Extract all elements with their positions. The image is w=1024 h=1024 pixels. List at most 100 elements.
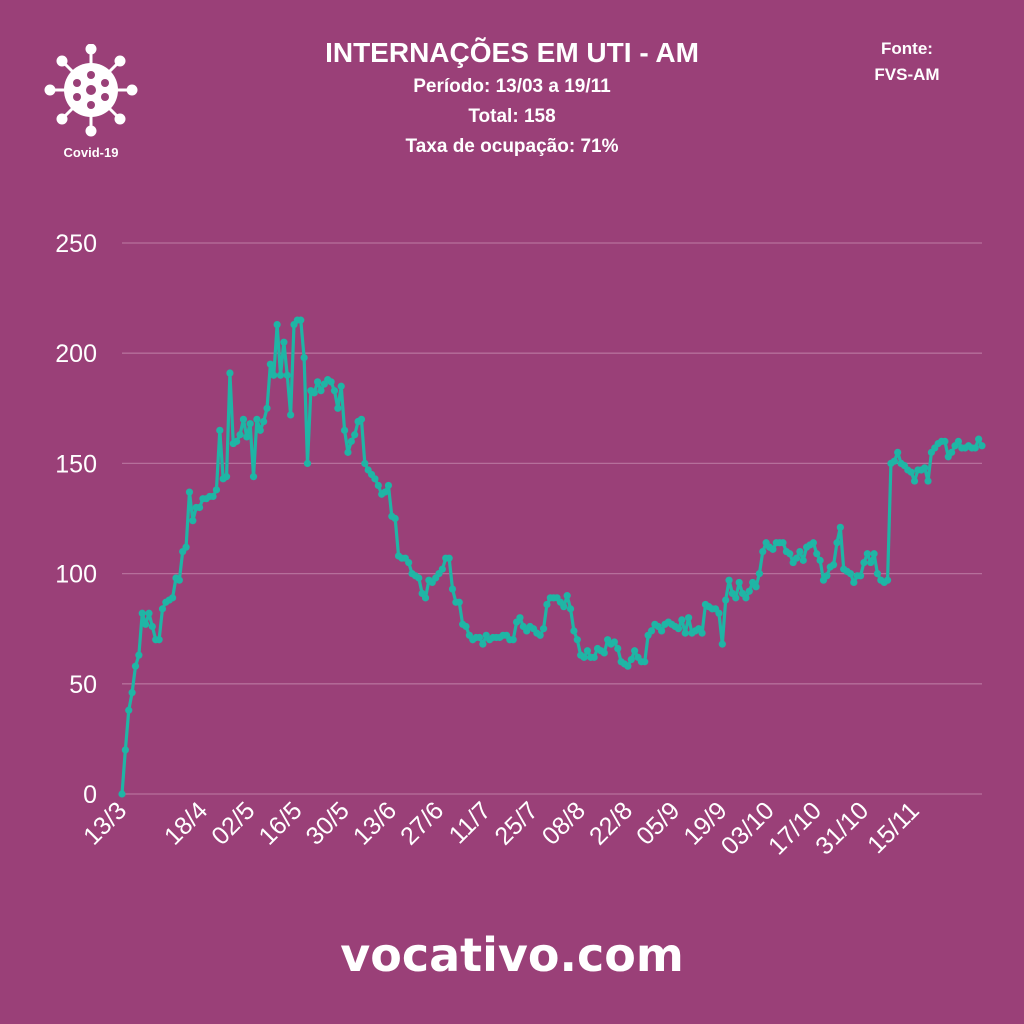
data-point bbox=[867, 558, 875, 567]
data-point bbox=[371, 475, 379, 483]
chart-title: INTERNAÇÕES EM UTI - AM bbox=[325, 37, 699, 68]
data-point bbox=[890, 457, 898, 465]
data-point bbox=[226, 369, 234, 377]
data-point bbox=[779, 539, 787, 547]
data-point bbox=[836, 523, 844, 531]
data-point bbox=[975, 435, 983, 443]
data-point bbox=[573, 636, 581, 644]
data-point bbox=[391, 514, 399, 523]
data-point bbox=[421, 594, 430, 602]
data-point bbox=[233, 437, 241, 445]
data-point bbox=[145, 609, 153, 617]
data-point bbox=[138, 609, 146, 617]
x-tick-label: 30/5 bbox=[301, 796, 355, 850]
data-point bbox=[239, 415, 248, 423]
data-point bbox=[121, 746, 129, 754]
data-point bbox=[678, 616, 686, 624]
data-point bbox=[131, 662, 140, 670]
data-point bbox=[971, 444, 979, 452]
data-point bbox=[566, 605, 575, 613]
x-tick-label: 13/6 bbox=[348, 796, 402, 850]
data-point bbox=[337, 382, 345, 390]
x-tick-label: 22/8 bbox=[584, 796, 638, 850]
data-point bbox=[799, 556, 807, 564]
data-point bbox=[448, 585, 457, 593]
data-point bbox=[351, 431, 359, 439]
data-point bbox=[543, 600, 551, 609]
data-point bbox=[256, 426, 264, 434]
data-point bbox=[921, 464, 929, 472]
data-point bbox=[216, 426, 224, 434]
data-point bbox=[445, 554, 453, 562]
data-point bbox=[735, 578, 743, 587]
data-point bbox=[270, 371, 278, 379]
y-tick-label: 100 bbox=[55, 561, 97, 589]
data-point bbox=[647, 627, 656, 635]
data-point bbox=[212, 486, 221, 494]
data-point bbox=[658, 627, 666, 635]
data-point bbox=[300, 354, 308, 362]
data-point bbox=[155, 636, 163, 644]
data-point bbox=[273, 320, 281, 329]
data-point bbox=[118, 790, 126, 798]
data-point bbox=[742, 594, 750, 602]
data-point bbox=[907, 468, 915, 476]
footer-site: vocativo.com bbox=[340, 928, 684, 982]
data-point bbox=[347, 437, 355, 445]
data-point bbox=[539, 625, 548, 633]
data-point bbox=[610, 638, 618, 646]
x-tick-label: 18/4 bbox=[159, 796, 213, 850]
y-tick-label: 50 bbox=[69, 671, 97, 699]
data-point bbox=[627, 655, 635, 664]
data-point bbox=[600, 649, 608, 657]
data-point bbox=[580, 653, 588, 661]
data-point bbox=[910, 477, 919, 485]
data-point bbox=[752, 583, 760, 591]
data-point bbox=[759, 547, 767, 556]
data-point bbox=[280, 338, 288, 346]
y-tick-label: 150 bbox=[55, 450, 97, 478]
data-point bbox=[948, 448, 956, 456]
data-point bbox=[384, 481, 393, 490]
data-point bbox=[405, 558, 413, 567]
data-point bbox=[883, 576, 892, 584]
data-point bbox=[314, 378, 322, 386]
data-point bbox=[863, 550, 871, 558]
data-point bbox=[340, 426, 349, 434]
x-tick-label: 05/9 bbox=[631, 796, 685, 850]
data-point bbox=[276, 371, 285, 379]
data-point bbox=[792, 554, 801, 562]
data-point bbox=[718, 640, 726, 648]
data-point bbox=[266, 360, 274, 368]
data-point bbox=[715, 609, 723, 617]
x-tick-label: 17/10 bbox=[763, 796, 827, 860]
data-point bbox=[297, 316, 305, 324]
x-tick-label: 15/11 bbox=[862, 796, 925, 859]
x-tick-label: 03/10 bbox=[716, 796, 780, 860]
data-point bbox=[249, 473, 258, 481]
data-point bbox=[560, 603, 568, 611]
data-point bbox=[732, 594, 740, 602]
data-point bbox=[725, 576, 733, 584]
data-point bbox=[236, 431, 244, 439]
y-tick-label: 200 bbox=[55, 340, 97, 368]
data-point bbox=[978, 442, 986, 450]
source-note: Fonte: FVS-AM bbox=[850, 36, 964, 88]
data-point bbox=[624, 662, 632, 670]
occupancy-text: Taxa de ocupação: 71% bbox=[405, 136, 619, 157]
data-point bbox=[722, 596, 730, 604]
x-tick-label: 08/8 bbox=[537, 796, 591, 850]
data-point bbox=[833, 539, 841, 547]
logo-label: Covid-19 bbox=[63, 145, 119, 160]
data-point bbox=[168, 594, 177, 602]
x-tick-label: 27/6 bbox=[395, 796, 449, 850]
data-point bbox=[681, 629, 689, 637]
data-point bbox=[462, 622, 470, 631]
data-point bbox=[357, 415, 366, 423]
period-text: Período: 13/03 a 19/11 bbox=[413, 76, 611, 97]
data-point bbox=[128, 689, 136, 697]
data-point bbox=[455, 598, 463, 606]
data-point bbox=[516, 614, 524, 622]
series-line bbox=[120, 318, 984, 795]
